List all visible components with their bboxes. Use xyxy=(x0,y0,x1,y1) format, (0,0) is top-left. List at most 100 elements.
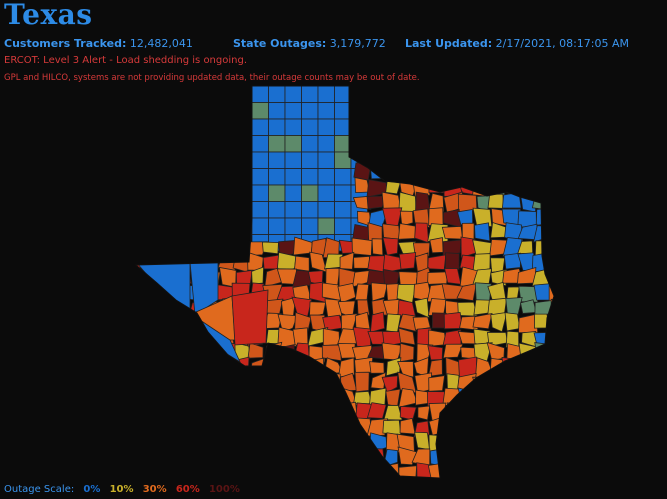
county[interactable] xyxy=(385,357,402,377)
county[interactable] xyxy=(145,451,160,468)
county[interactable] xyxy=(204,388,222,406)
county[interactable] xyxy=(383,404,403,421)
county[interactable] xyxy=(352,461,373,482)
county[interactable] xyxy=(382,419,402,436)
county[interactable] xyxy=(217,419,238,434)
county[interactable] xyxy=(172,356,193,377)
county[interactable] xyxy=(486,146,507,166)
county[interactable] xyxy=(371,238,384,256)
county[interactable] xyxy=(397,361,414,378)
county[interactable] xyxy=(503,372,519,392)
county[interactable] xyxy=(533,373,551,390)
county[interactable] xyxy=(414,297,430,319)
county[interactable] xyxy=(444,464,464,481)
county[interactable] xyxy=(264,435,281,453)
county[interactable] xyxy=(132,286,148,304)
county[interactable] xyxy=(127,387,148,409)
county[interactable] xyxy=(284,184,302,202)
county[interactable] xyxy=(188,446,208,469)
county[interactable] xyxy=(548,149,566,166)
county[interactable] xyxy=(268,135,286,153)
county[interactable] xyxy=(220,359,237,377)
county[interactable] xyxy=(284,217,302,235)
county[interactable] xyxy=(156,358,177,378)
county[interactable] xyxy=(354,477,372,495)
county[interactable] xyxy=(399,342,415,363)
county[interactable] xyxy=(307,463,329,482)
county[interactable] xyxy=(382,331,402,347)
county[interactable] xyxy=(173,405,194,422)
county[interactable] xyxy=(517,446,538,467)
county[interactable] xyxy=(268,201,286,219)
county[interactable] xyxy=(457,162,479,180)
county[interactable] xyxy=(350,102,368,120)
county[interactable] xyxy=(156,343,174,361)
county[interactable] xyxy=(219,403,237,422)
county[interactable] xyxy=(369,361,385,374)
county[interactable] xyxy=(456,149,475,166)
county[interactable] xyxy=(517,373,537,394)
county[interactable] xyxy=(486,432,507,454)
county[interactable] xyxy=(157,372,178,390)
county[interactable] xyxy=(206,359,219,378)
county[interactable] xyxy=(338,462,355,480)
county[interactable] xyxy=(278,480,293,495)
county[interactable] xyxy=(501,192,522,209)
county[interactable] xyxy=(368,148,385,167)
county[interactable] xyxy=(350,86,368,103)
county[interactable] xyxy=(350,118,368,136)
county[interactable] xyxy=(501,386,523,405)
county[interactable] xyxy=(339,418,358,437)
county[interactable] xyxy=(520,178,535,198)
county[interactable] xyxy=(232,239,251,255)
county[interactable] xyxy=(268,168,286,186)
county[interactable] xyxy=(441,225,463,240)
county[interactable] xyxy=(221,241,239,257)
county[interactable] xyxy=(249,402,267,421)
county[interactable] xyxy=(533,463,551,480)
county[interactable] xyxy=(251,102,269,120)
county[interactable] xyxy=(474,222,491,242)
county[interactable] xyxy=(321,463,339,480)
county[interactable] xyxy=(187,236,208,259)
county[interactable] xyxy=(397,446,418,466)
county[interactable] xyxy=(366,418,389,437)
county[interactable] xyxy=(129,270,146,286)
county[interactable] xyxy=(324,386,343,407)
county[interactable] xyxy=(265,388,284,404)
county[interactable] xyxy=(251,168,269,186)
county[interactable] xyxy=(489,419,507,434)
county[interactable] xyxy=(356,299,370,316)
county[interactable] xyxy=(369,311,386,333)
county[interactable] xyxy=(190,329,206,345)
county[interactable] xyxy=(531,163,553,182)
county[interactable] xyxy=(339,251,355,270)
county[interactable] xyxy=(291,465,312,479)
county[interactable] xyxy=(268,184,286,202)
county[interactable] xyxy=(487,477,507,498)
county[interactable] xyxy=(264,357,280,378)
county[interactable] xyxy=(189,356,204,377)
county[interactable] xyxy=(382,237,399,256)
county[interactable] xyxy=(471,449,494,466)
county[interactable] xyxy=(428,192,445,213)
county[interactable] xyxy=(294,437,312,452)
county[interactable] xyxy=(398,222,416,240)
county[interactable] xyxy=(506,462,520,483)
county[interactable] xyxy=(352,326,372,348)
county[interactable] xyxy=(354,283,370,301)
county[interactable] xyxy=(546,375,566,393)
county[interactable] xyxy=(518,462,537,479)
county[interactable] xyxy=(503,252,522,270)
county[interactable] xyxy=(323,431,342,451)
county[interactable] xyxy=(427,345,444,361)
county[interactable] xyxy=(262,417,282,437)
county[interactable] xyxy=(324,372,341,391)
county[interactable] xyxy=(488,375,508,394)
county[interactable] xyxy=(366,195,388,210)
county[interactable] xyxy=(142,342,162,362)
county[interactable] xyxy=(354,371,370,393)
county[interactable] xyxy=(385,462,400,478)
county[interactable] xyxy=(251,217,269,235)
county[interactable] xyxy=(217,461,235,479)
